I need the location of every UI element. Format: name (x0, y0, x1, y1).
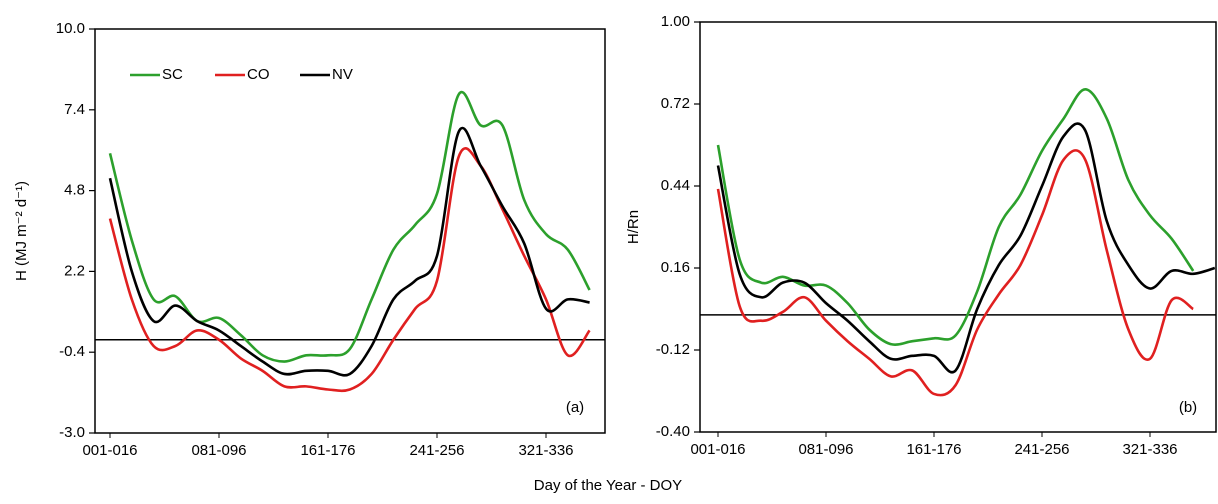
panel-label: (a) (566, 399, 584, 416)
x-axis-label: Day of the Year - DOY (534, 477, 682, 494)
y-tick-label: -0.12 (656, 341, 690, 358)
y-tick-label: -0.40 (656, 423, 690, 440)
series-line (716, 149, 1194, 397)
x-tick-label: 001-016 (690, 441, 745, 458)
legend-label: CO (247, 66, 270, 83)
x-tick-label: 001-016 (82, 442, 137, 459)
y-tick-label: 0.44 (661, 177, 690, 194)
series-line (108, 147, 591, 393)
x-tick-label: 241-256 (1014, 441, 1069, 458)
y-axis-label: H (MJ m⁻² d⁻¹) (13, 181, 30, 281)
panel-label: (b) (1179, 399, 1197, 416)
plot-frame (699, 21, 1217, 433)
y-axis-label: H/Rn (625, 210, 642, 244)
y-tick-label: 4.8 (64, 182, 85, 199)
y-tick-label: 2.2 (64, 262, 85, 279)
x-tick-label: 081-096 (191, 442, 246, 459)
series-line (108, 90, 591, 363)
x-tick-label: 081-096 (798, 441, 853, 458)
legend-label: NV (332, 66, 353, 83)
y-tick-label: 0.16 (661, 259, 690, 276)
x-tick-label: 241-256 (409, 442, 464, 459)
y-tick-label: 7.4 (64, 101, 85, 118)
y-tick-label: -3.0 (59, 424, 85, 441)
y-tick-label: 0.72 (661, 95, 690, 112)
plot-frame (94, 28, 606, 434)
x-tick-label: 161-176 (906, 441, 961, 458)
y-tick-label: 10.0 (56, 20, 85, 37)
y-tick-label: -0.4 (59, 343, 85, 360)
series-line (108, 127, 590, 377)
series-line (716, 122, 1216, 374)
x-tick-label: 161-176 (300, 442, 355, 459)
y-tick-label: 1.00 (661, 13, 690, 30)
x-tick-label: 321-336 (518, 442, 573, 459)
legend-label: SC (162, 66, 183, 83)
x-tick-label: 321-336 (1122, 441, 1177, 458)
